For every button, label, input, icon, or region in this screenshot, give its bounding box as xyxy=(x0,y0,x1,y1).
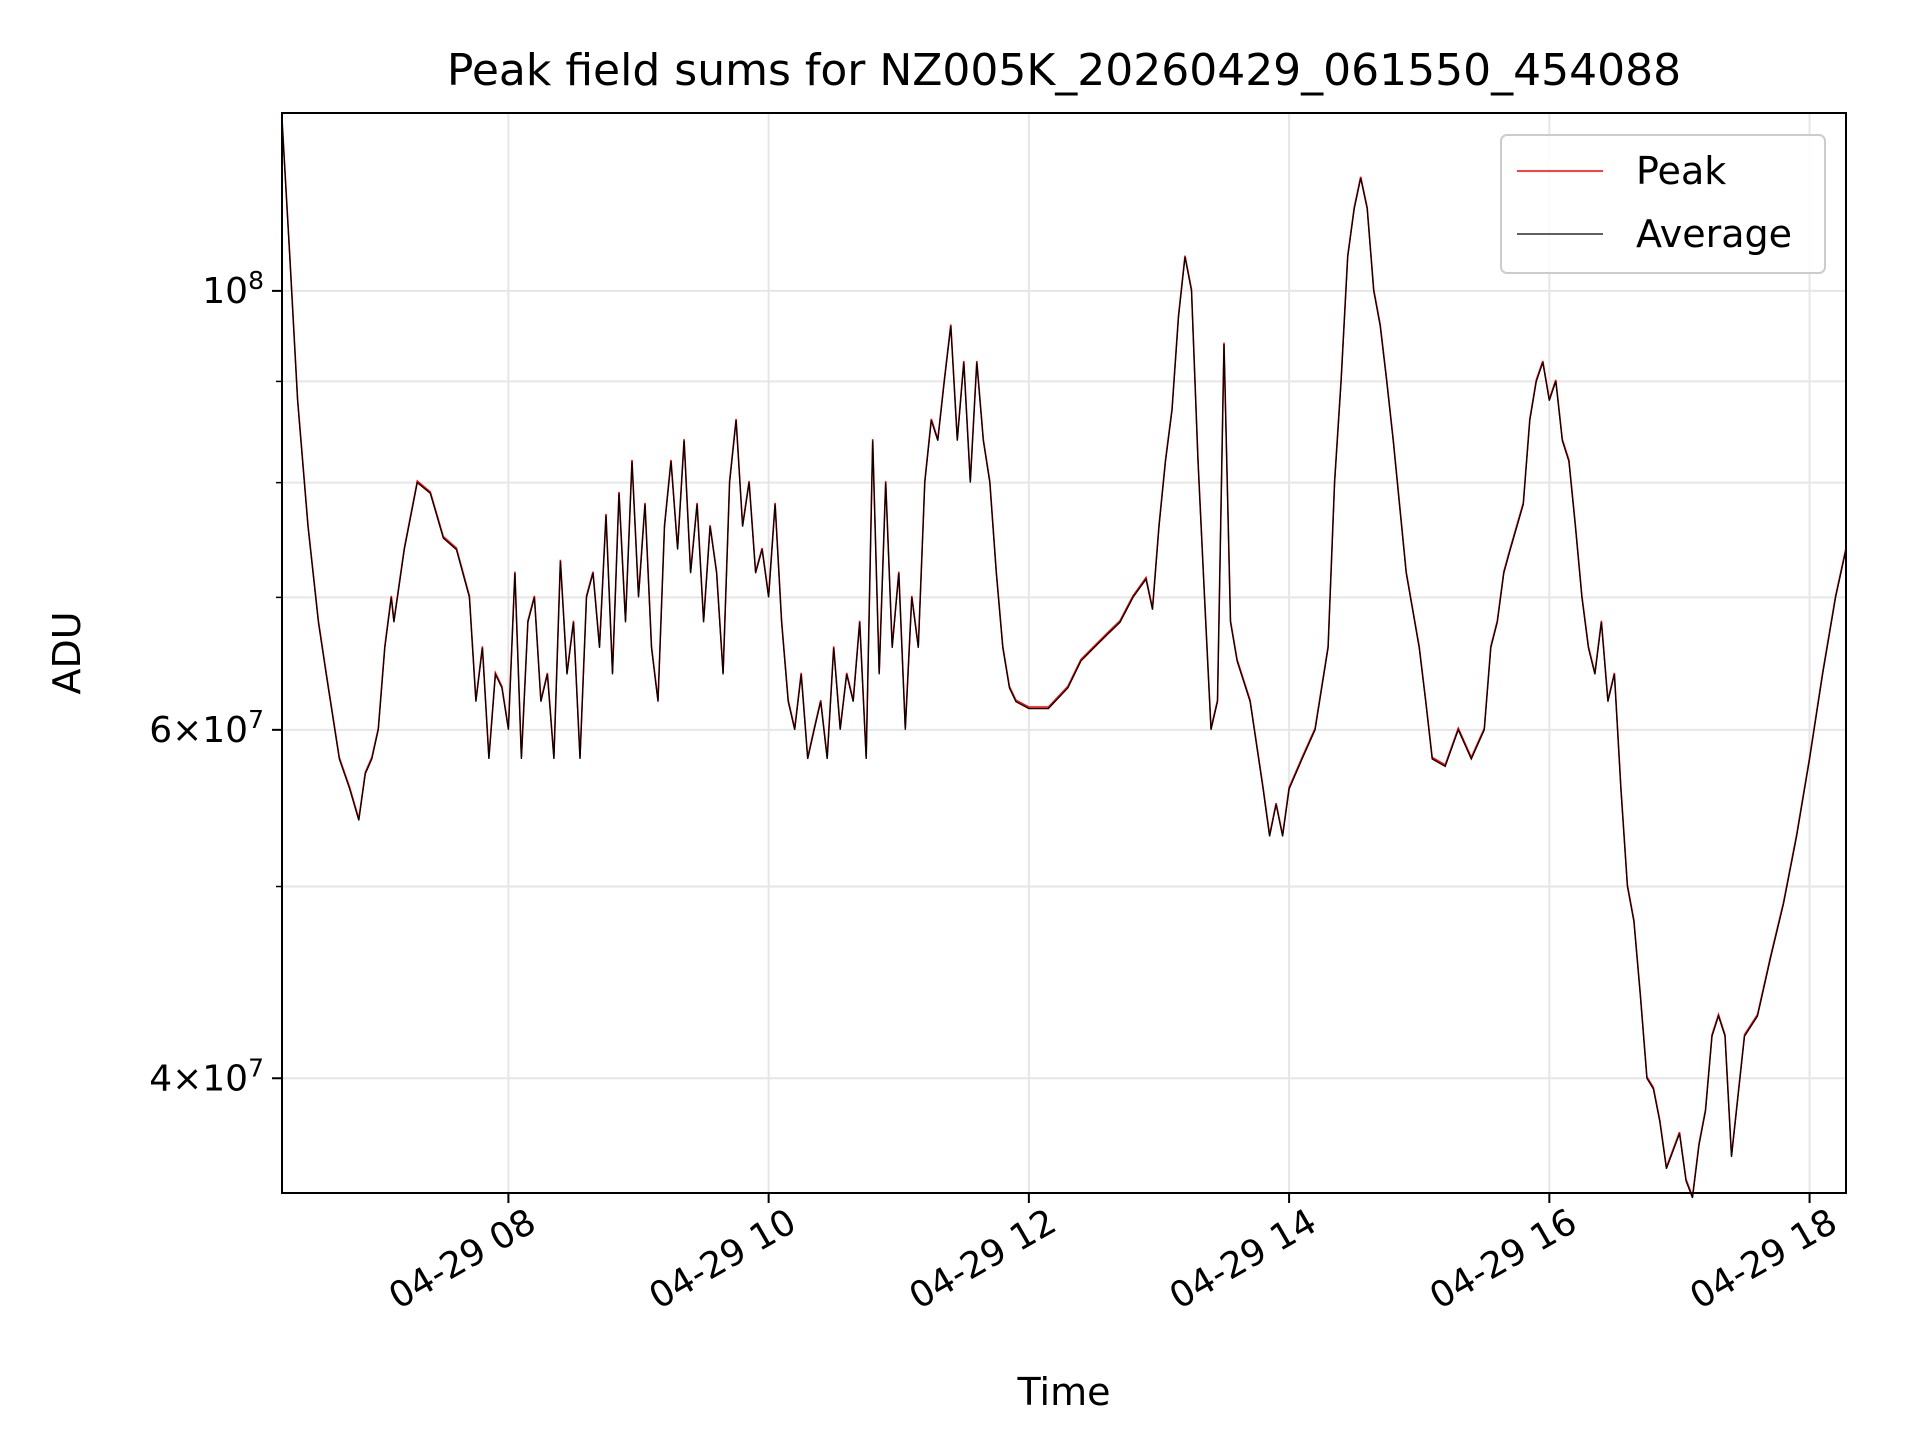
series-layer xyxy=(281,118,1847,1199)
y-tick-label-1: 6×107 xyxy=(149,705,264,751)
x-axis-label: Time xyxy=(1017,1370,1111,1414)
y-tick-label-0: 4×107 xyxy=(149,1053,264,1099)
chart-title: Peak field sums for NZ005K_20260429_0615… xyxy=(447,45,1681,96)
legend-peak-label: Peak xyxy=(1636,149,1726,193)
legend: Peak Average xyxy=(1500,134,1826,274)
y-tick-label-2: 108 xyxy=(202,266,264,312)
grid-layer xyxy=(282,113,1846,1193)
plot-area xyxy=(282,113,1846,1193)
legend-box xyxy=(1500,134,1826,274)
series-average-line xyxy=(281,119,1847,1199)
y-axis: 4×107 6×107 108 xyxy=(149,266,282,1099)
legend-average-label: Average xyxy=(1636,212,1792,256)
plot-frame xyxy=(281,112,1847,1194)
y-axis-label: ADU xyxy=(45,611,89,694)
